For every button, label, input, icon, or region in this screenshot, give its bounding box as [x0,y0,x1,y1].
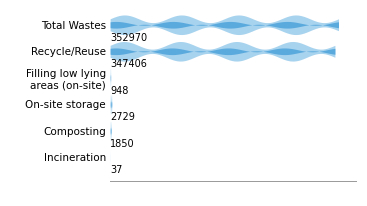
Text: 347406: 347406 [110,59,147,69]
Text: 37: 37 [110,165,123,176]
Text: 2729: 2729 [110,112,135,122]
Text: 1850: 1850 [110,139,135,149]
Text: 352970: 352970 [110,33,148,43]
Text: 948: 948 [110,86,128,96]
